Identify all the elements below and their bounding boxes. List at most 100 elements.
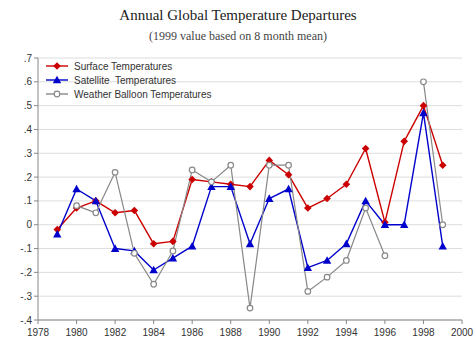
x-tick-label: 1980 [65,327,88,338]
point [111,244,119,252]
series-points [53,102,446,248]
y-tick [34,320,38,321]
point [400,221,408,229]
y-tick [34,272,38,273]
point [305,289,311,295]
point [420,102,428,110]
x-tick [269,320,270,324]
x-tick-label: 1984 [143,327,166,338]
point [208,178,216,186]
y-tick [34,58,38,59]
x-tick [38,320,39,324]
point [361,197,369,205]
axes: -.4 -.3 -.2 -.1 0 .1 .2 .3 .4 .5 .6 .7 1978 1980 1982 1… [20,53,473,339]
subtitle: (1999 value based on 8 month mean) [149,29,327,43]
y-tick-label: -.4 [20,315,32,326]
x-tick-label: 1978 [27,327,50,338]
grid-line [38,272,462,273]
point [209,179,215,185]
point [400,138,408,146]
y-tick-label: 0 [26,219,32,230]
y-tick-label: .4 [24,124,33,135]
point [304,263,312,271]
x-tick-label: 1996 [374,327,397,338]
y-tick [34,81,38,82]
point [266,162,272,168]
x-tick-label: 1992 [297,327,320,338]
y-tick [34,105,38,106]
point [362,145,370,153]
point [149,266,157,274]
point [440,222,446,228]
grid-line [38,58,462,59]
point [132,251,138,257]
point [439,242,447,250]
grid-line [38,177,462,178]
legend-label: Weather Balloon Temperatures [74,89,212,100]
plot-area [53,79,447,311]
y-tick-label: .6 [24,76,33,87]
point [247,305,253,311]
x-tick-label: 1982 [104,327,127,338]
y-tick-label: .2 [24,172,33,183]
point [323,195,331,203]
x-tick [462,320,463,324]
y-tick-label: .7 [24,53,33,64]
point [169,254,177,262]
point [285,171,293,179]
point [131,207,139,215]
point [344,258,350,264]
series-points [53,109,447,274]
point [112,170,118,176]
point [188,242,196,250]
point [72,185,80,193]
y-axis [38,58,39,320]
point [343,180,351,188]
y-tick-label: -.2 [20,267,32,278]
series-line [57,113,442,270]
x-tick-label: 1990 [258,327,281,338]
y-tick-label: .3 [24,148,33,159]
point [228,162,234,168]
y-tick [34,296,38,297]
point [382,253,388,259]
point [169,238,177,246]
point [53,230,61,238]
y-tick-label: .5 [24,100,33,111]
point [421,79,427,85]
y-tick [34,153,38,154]
y-tick [34,224,38,225]
point [246,183,254,191]
y-tick-label: .1 [24,195,33,206]
point [286,162,292,168]
point [92,197,100,205]
x-tick [423,320,424,324]
point [419,109,427,117]
series-line [77,82,443,308]
point [342,240,350,248]
y-tick [34,248,38,249]
point [170,248,176,254]
point [111,209,119,217]
point [227,182,235,190]
series-line [57,106,442,244]
point [439,161,447,169]
y-tick-label: -.3 [20,291,32,302]
point [363,205,369,211]
x-tick [346,320,347,324]
point [74,203,80,209]
point [92,197,100,205]
grid-line [38,320,462,321]
grid-line [38,296,462,297]
point [304,204,312,212]
point [246,240,254,248]
legend-marker [54,91,60,97]
y-tick [34,129,38,130]
chart: Annual Global Temperature Departures (199… [0,0,476,348]
y-tick-label: -.1 [20,243,32,254]
x-tick-label: 1998 [412,327,435,338]
legend-label: Surface Temperatures [74,61,172,72]
legend-label: Satellite Temperatures [74,75,176,86]
title: Annual Global Temperature Departures [119,7,356,23]
x-tick [192,320,193,324]
